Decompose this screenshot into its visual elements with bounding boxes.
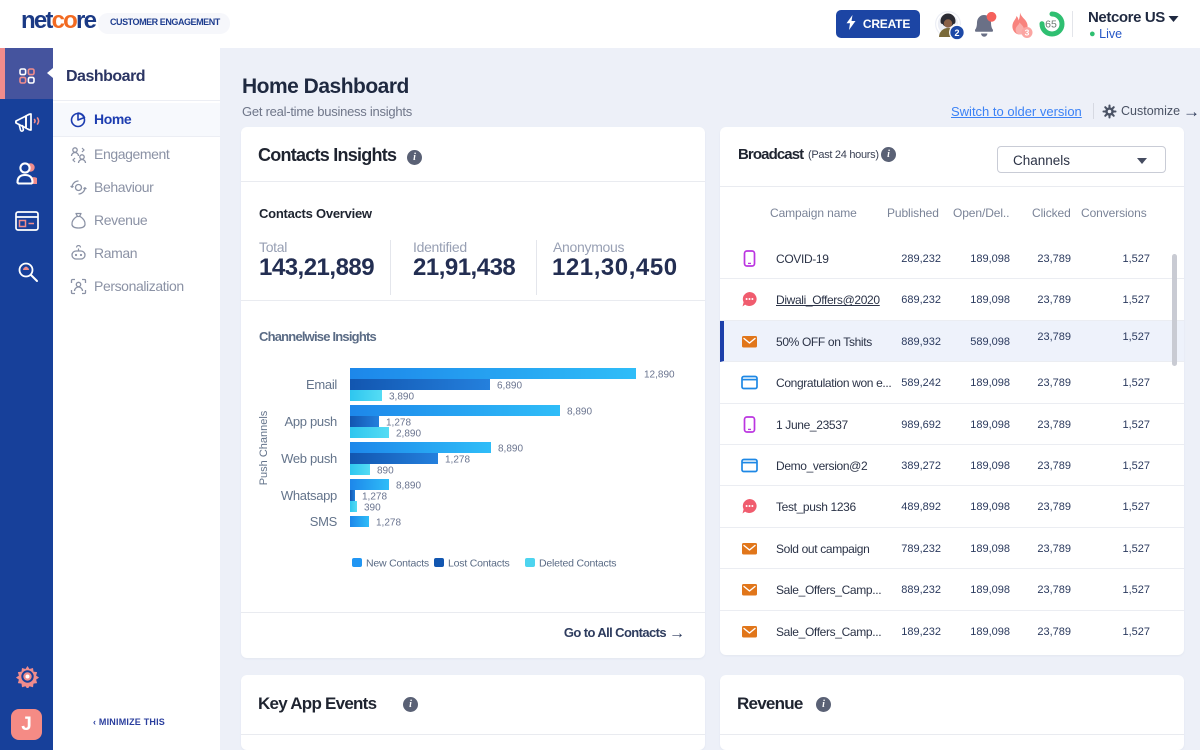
svg-text:Push Channels: Push Channels [258, 410, 270, 485]
svg-text:1,278: 1,278 [376, 518, 401, 529]
svg-text:Whatsapp: Whatsapp [281, 488, 337, 503]
svg-text:Email: Email [306, 377, 337, 392]
svg-text:App push: App push [284, 414, 337, 429]
svg-text:3,890: 3,890 [389, 392, 414, 403]
svg-text:8,890: 8,890 [498, 444, 523, 455]
svg-text:1,278: 1,278 [445, 455, 470, 466]
svg-text:2,890: 2,890 [396, 429, 421, 440]
svg-text:Lost Contacts: Lost Contacts [448, 558, 510, 570]
svg-text:2: 2 [954, 28, 959, 38]
svg-text:1,278: 1,278 [362, 492, 387, 503]
svg-text:Web push: Web push [281, 451, 337, 466]
svg-text:390: 390 [364, 503, 381, 514]
svg-text:8,890: 8,890 [567, 407, 592, 418]
svg-text:12,890: 12,890 [644, 370, 675, 381]
svg-text:8,890: 8,890 [396, 481, 421, 492]
svg-text:New Contacts: New Contacts [366, 558, 429, 570]
svg-text:1,278: 1,278 [386, 418, 411, 429]
svg-text:65: 65 [1045, 19, 1057, 31]
svg-text:6,890: 6,890 [497, 381, 522, 392]
svg-text:3: 3 [1025, 28, 1030, 38]
svg-text:SMS: SMS [310, 514, 338, 529]
svg-text:890: 890 [377, 466, 394, 477]
svg-text:Deleted Contacts: Deleted Contacts [539, 558, 616, 570]
